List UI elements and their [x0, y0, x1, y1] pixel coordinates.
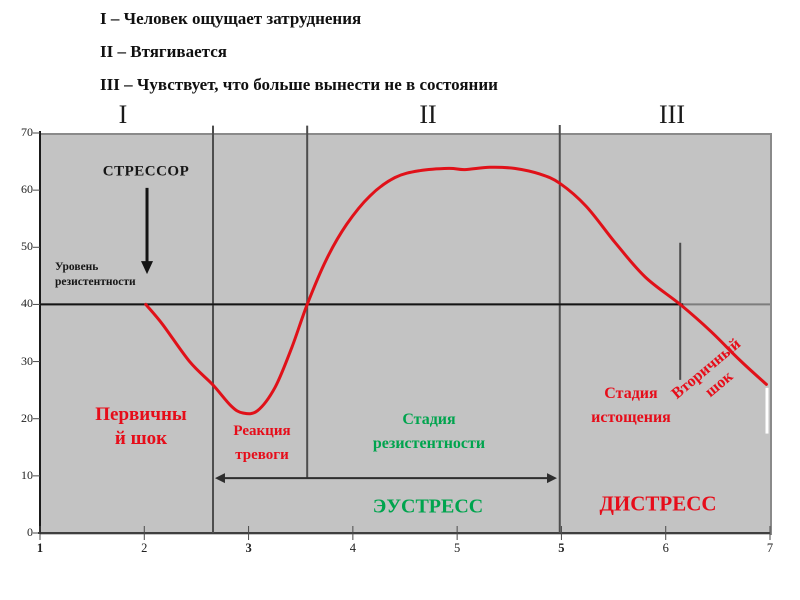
- exhaustion-stage-label: Стадия истощения: [591, 385, 671, 426]
- span-arrowhead-right-icon: [546, 473, 557, 484]
- x-tick-label: 5: [558, 541, 565, 555]
- stressor-label: СТРЕССОР: [102, 163, 190, 180]
- y-tick-label: 70: [21, 125, 33, 139]
- phase-iii-label: III: [659, 100, 685, 129]
- x-tick-label: 6: [662, 541, 669, 555]
- y-tick-label: 30: [21, 353, 33, 368]
- x-tick-label: 5: [454, 541, 461, 555]
- x-tick-label: 4: [349, 541, 356, 555]
- y-tick-label: 0: [27, 525, 33, 539]
- resistance-level-label: Уровень резистентности: [55, 261, 136, 288]
- y-tick-label: 20: [21, 410, 33, 425]
- span-arrowhead-left-icon: [214, 473, 225, 484]
- x-tick-label: 2: [141, 541, 148, 555]
- y-tick-label: 10: [21, 467, 33, 482]
- phase-i-label: I: [118, 100, 128, 129]
- y-tick-label: 50: [21, 239, 33, 254]
- header-line-1: I – Человек ощущает затруднения: [100, 9, 362, 28]
- eustress-label: ЭУСТРЕСС: [372, 495, 484, 518]
- stress-curve: [144, 165, 768, 416]
- x-tick-label: 3: [245, 541, 252, 555]
- header-line-2: II – Втягивается: [100, 42, 227, 61]
- y-tick-label: 60: [21, 182, 33, 197]
- legend-header: I – Человек ощущает затруднения II – Втя…: [100, 2, 498, 101]
- y-axis-labels: 0 10 20 30 40 50 60 70: [0, 0, 33, 600]
- primary-shock-label: Первичны й шок: [95, 404, 187, 449]
- x-tick-label: 7: [766, 541, 774, 555]
- x-tick-label: 1: [36, 541, 44, 555]
- resistance-stage-label: Стадия резистентности: [372, 411, 486, 452]
- phase-ii-label: II: [419, 100, 437, 129]
- header-line-3: III – Чувствует, что больше вынести не в…: [100, 75, 498, 94]
- alarm-reaction-label: Реакция тревоги: [233, 423, 291, 463]
- y-tick-label: 40: [21, 296, 33, 311]
- distress-label: ДИСТРЕСС: [599, 491, 717, 516]
- plot-area: [40, 133, 772, 535]
- stressor-arrowhead-icon: [141, 261, 154, 275]
